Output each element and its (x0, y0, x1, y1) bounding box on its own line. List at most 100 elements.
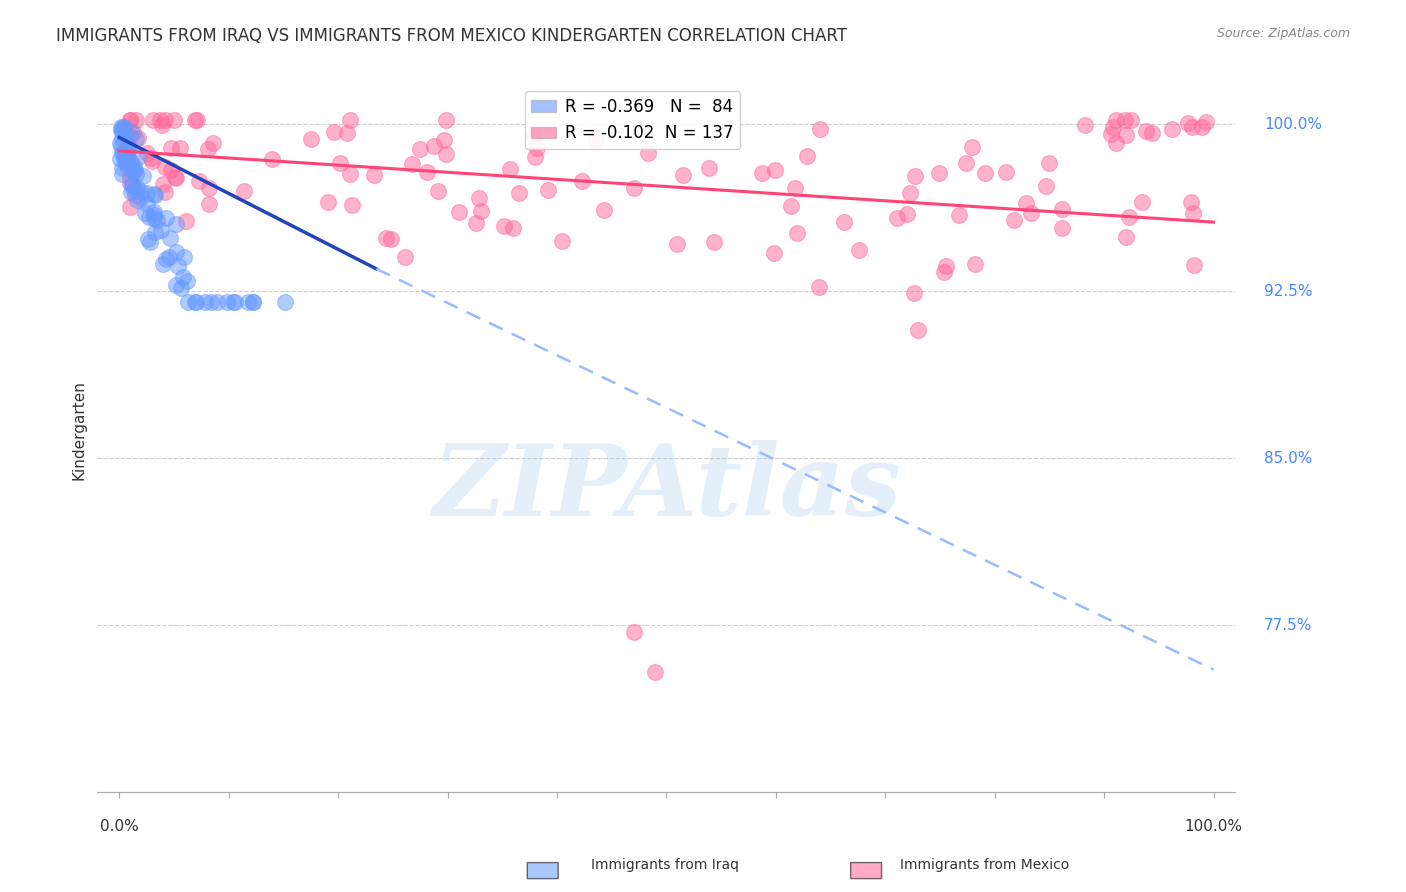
Point (903, 285, 925, 300)
Point (153, 185, 176, 199)
Point (124, 162, 146, 177)
Point (394, 250, 416, 264)
Point (176, 214, 198, 228)
Point (135, 145, 157, 160)
Point (110, 138, 132, 153)
Point (1035, 179, 1057, 194)
Point (131, 190, 153, 204)
Point (848, 243, 870, 257)
Point (401, 157, 423, 171)
Text: Source: ZipAtlas.com: Source: ZipAtlas.com (1216, 27, 1350, 40)
Point (125, 112, 148, 127)
Point (1118, 210, 1140, 224)
Point (434, 147, 457, 161)
Point (464, 216, 486, 230)
Point (111, 124, 134, 138)
Point (380, 232, 402, 246)
Point (1002, 213, 1025, 227)
Point (340, 198, 363, 212)
Point (167, 259, 190, 273)
Point (526, 141, 548, 155)
Point (138, 235, 160, 249)
Point (143, 205, 166, 219)
Text: Immigrants from Mexico: Immigrants from Mexico (900, 858, 1069, 872)
Point (1160, 122, 1182, 136)
Point (1105, 136, 1128, 151)
Point (1019, 206, 1042, 220)
Point (904, 169, 927, 184)
Point (187, 174, 209, 188)
Point (111, 161, 134, 176)
Point (110, 131, 132, 145)
Point (928, 166, 950, 180)
Point (125, 131, 148, 145)
Point (1182, 258, 1205, 272)
Point (149, 223, 172, 237)
Point (672, 168, 695, 182)
Point (808, 122, 831, 136)
Point (124, 183, 146, 197)
Point (935, 260, 957, 274)
Point (152, 257, 174, 271)
Point (1181, 120, 1204, 134)
Point (155, 252, 177, 266)
Point (127, 193, 149, 207)
Point (120, 200, 142, 214)
Point (907, 322, 929, 336)
Point (637, 145, 659, 160)
Point (623, 624, 645, 639)
Point (165, 170, 187, 185)
Point (122, 160, 145, 174)
Point (426, 184, 449, 198)
Point (159, 162, 181, 177)
Point (665, 236, 688, 251)
Point (499, 161, 522, 176)
Point (127, 130, 149, 145)
Point (550, 234, 572, 248)
Point (886, 211, 908, 226)
Point (1052, 221, 1074, 235)
Point (1195, 115, 1218, 129)
Point (1135, 124, 1157, 138)
Point (157, 251, 180, 265)
Point (963, 257, 986, 271)
Point (197, 142, 219, 156)
Point (783, 181, 806, 195)
Point (200, 295, 222, 310)
Point (110, 120, 132, 134)
Point (447, 205, 470, 219)
Point (120, 125, 142, 139)
Point (121, 177, 143, 191)
Legend: R = -0.369   N =  84, R = -0.102  N = 137: R = -0.369 N = 84, R = -0.102 N = 137 (524, 91, 740, 149)
Point (1015, 195, 1038, 210)
Point (112, 150, 135, 164)
Point (832, 214, 855, 228)
Point (1177, 116, 1199, 130)
Point (122, 178, 145, 192)
Point (339, 112, 361, 127)
Point (124, 188, 146, 202)
Point (994, 165, 1017, 179)
Point (186, 112, 208, 127)
Point (159, 231, 181, 245)
Point (1105, 112, 1128, 127)
Point (186, 295, 208, 310)
Point (160, 141, 183, 155)
Point (434, 112, 457, 127)
Point (1052, 202, 1074, 216)
Point (322, 125, 344, 139)
Point (114, 129, 136, 144)
Point (121, 156, 143, 170)
Point (129, 185, 152, 199)
Point (796, 149, 818, 163)
Point (184, 112, 207, 127)
Point (274, 295, 297, 310)
Point (115, 148, 138, 162)
Point (1102, 120, 1125, 134)
Point (763, 163, 786, 178)
Point (593, 203, 616, 218)
Text: 100.0%: 100.0% (1185, 819, 1243, 834)
Point (125, 181, 148, 195)
Point (222, 295, 245, 310)
Point (571, 174, 593, 188)
